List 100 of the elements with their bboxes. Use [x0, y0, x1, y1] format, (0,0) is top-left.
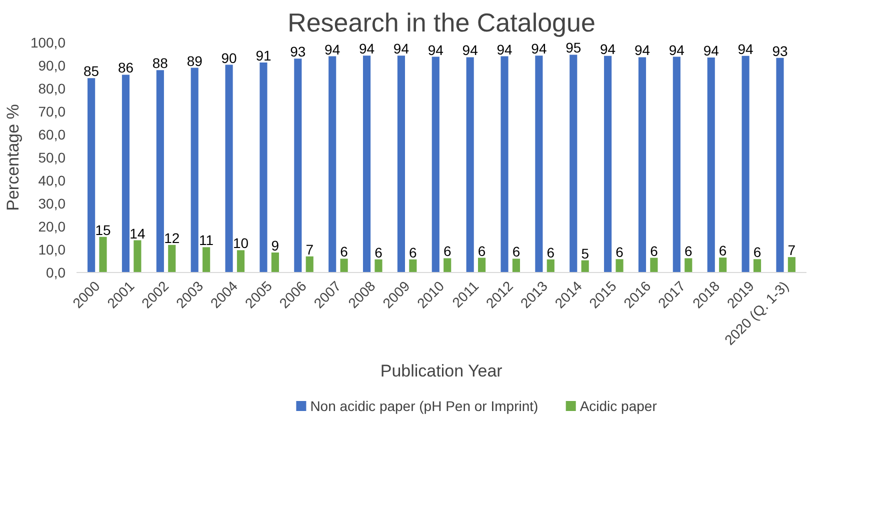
bar — [409, 259, 417, 272]
bar — [225, 64, 233, 272]
data-label: 85 — [84, 63, 100, 80]
bar — [535, 56, 543, 272]
data-label: 86 — [118, 60, 134, 76]
bar — [466, 57, 474, 272]
data-label: 6 — [650, 242, 658, 259]
data-label: 6 — [512, 244, 520, 260]
y-tick-label: 40,0 — [38, 172, 66, 188]
y-tick-label: 10,0 — [38, 242, 66, 258]
y-tick-label: 70,0 — [38, 104, 66, 120]
bar — [362, 56, 371, 272]
bar — [500, 56, 508, 272]
y-tick-label: 20,0 — [38, 218, 66, 234]
bar — [432, 56, 440, 272]
bar — [202, 247, 210, 272]
bar — [374, 259, 382, 272]
chart-title: Research in the Catalogue — [288, 8, 596, 38]
data-label: 94 — [634, 42, 650, 58]
data-label: 88 — [152, 55, 168, 72]
data-label: 9 — [271, 237, 280, 254]
y-tick-label: 0,0 — [46, 264, 66, 280]
data-label: 93 — [772, 42, 788, 59]
data-label: 11 — [199, 232, 214, 248]
data-label: 7 — [306, 241, 314, 258]
data-label: 94 — [531, 40, 547, 57]
y-axis-title: Percentage % — [3, 104, 22, 211]
bar — [397, 56, 405, 272]
bar — [650, 258, 658, 272]
bar — [134, 240, 142, 272]
data-label: 6 — [443, 243, 452, 260]
bar — [707, 57, 715, 272]
data-label: 94 — [358, 40, 375, 57]
bar — [788, 257, 796, 272]
bar — [638, 57, 646, 272]
bar — [512, 258, 520, 272]
y-tick-label: 100,0 — [30, 34, 66, 50]
bar — [168, 244, 176, 272]
data-label: 94 — [600, 40, 616, 57]
y-tick-label: 80,0 — [38, 80, 66, 96]
bar — [88, 78, 96, 272]
bar — [306, 256, 314, 272]
bar — [260, 62, 268, 272]
y-tick-label: 60,0 — [38, 126, 66, 142]
data-label: 6 — [409, 244, 418, 260]
bar — [684, 258, 692, 272]
bar — [271, 252, 279, 272]
data-label: 94 — [428, 42, 444, 58]
data-label: 5 — [581, 245, 590, 262]
data-label: 15 — [95, 222, 112, 238]
x-axis-title: Publication Year — [380, 362, 503, 381]
data-label: 7 — [788, 242, 796, 258]
bar — [742, 56, 750, 272]
bar — [236, 250, 245, 272]
bar — [190, 68, 198, 272]
data-label: 6 — [616, 244, 624, 260]
data-label: 94 — [496, 41, 513, 58]
bar — [340, 258, 348, 272]
data-label: 6 — [546, 244, 555, 260]
y-tick-label: 30,0 — [38, 196, 66, 212]
bar — [328, 56, 336, 272]
bar — [444, 258, 452, 272]
bar — [616, 259, 624, 272]
data-label: 6 — [718, 242, 727, 259]
data-label: 6 — [478, 242, 486, 259]
bar — [604, 56, 612, 272]
data-label: 6 — [340, 244, 348, 260]
data-label: 94 — [393, 40, 410, 57]
data-label: 94 — [324, 41, 340, 58]
data-label: 10 — [232, 235, 249, 252]
data-label: 94 — [462, 42, 478, 58]
bar — [581, 260, 589, 272]
bar — [570, 54, 578, 272]
bar — [99, 236, 107, 272]
bar — [672, 56, 680, 272]
data-label: 12 — [164, 230, 180, 246]
data-label: 90 — [221, 50, 238, 66]
bar — [776, 58, 784, 272]
data-label: 6 — [753, 244, 762, 260]
y-tick-label: 90,0 — [38, 58, 66, 74]
data-label: 91 — [256, 48, 272, 64]
bar — [719, 258, 727, 272]
legend-label: Acidic paper — [580, 398, 658, 414]
data-label: 94 — [668, 42, 685, 58]
data-label: 94 — [738, 40, 754, 57]
legend-label: Non acidic paper (pH Pen or Imprint) — [310, 398, 538, 414]
data-label: 94 — [703, 42, 720, 58]
data-label: 14 — [130, 225, 146, 242]
bar — [294, 58, 302, 272]
y-tick-label: 50,0 — [38, 150, 66, 166]
data-label: 6 — [374, 244, 383, 260]
bar — [478, 258, 486, 272]
data-label: 6 — [684, 243, 692, 260]
bar — [753, 259, 762, 272]
bar — [156, 70, 164, 272]
data-label: 95 — [566, 40, 582, 56]
bar — [546, 259, 554, 272]
data-label: 93 — [290, 44, 306, 60]
bar — [122, 74, 130, 272]
data-label: 89 — [186, 52, 203, 69]
